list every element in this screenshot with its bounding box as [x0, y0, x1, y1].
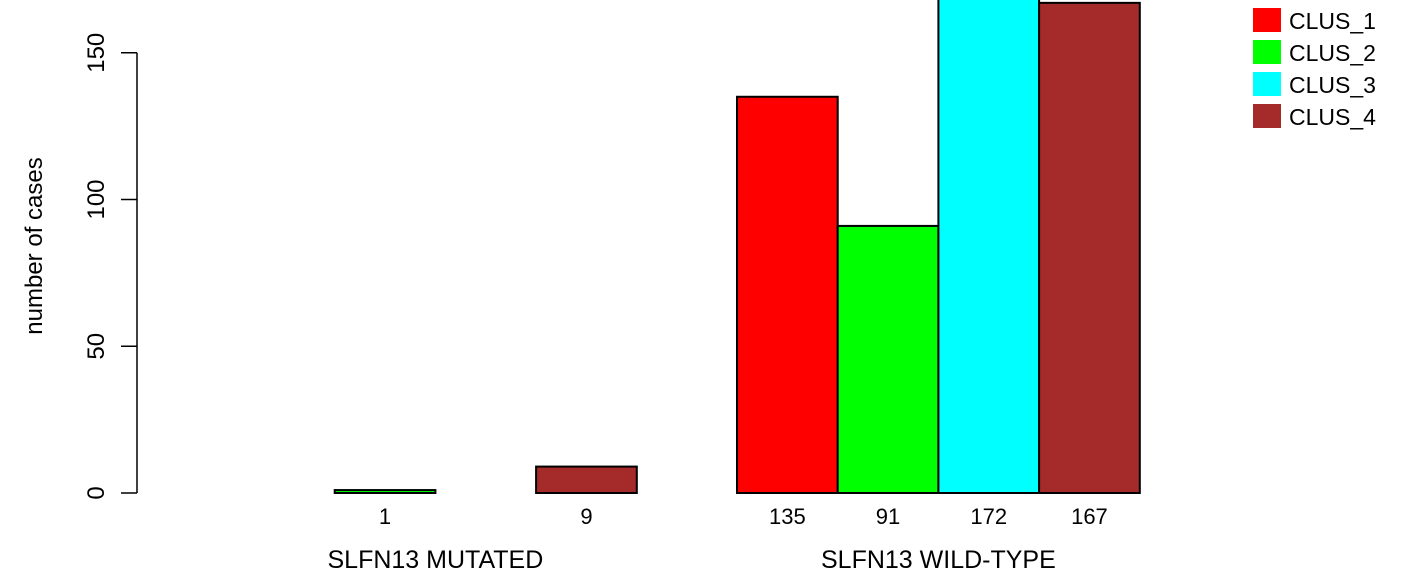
legend-label: CLUS_4	[1289, 104, 1376, 130]
group-label: SLFN13 WILD-TYPE	[821, 546, 1056, 574]
legend-swatch	[1253, 40, 1281, 64]
y-tick-label: 100	[83, 179, 110, 219]
bar-value-label: 172	[970, 504, 1007, 529]
legend-swatch	[1253, 104, 1281, 128]
legend-swatch	[1253, 72, 1281, 96]
group-labels: SLFN13 MUTATED SLFN13 WILD-TYPE	[328, 546, 1056, 574]
bar	[937, 0, 1041, 494]
y-axis-label: number of cases	[21, 157, 48, 334]
y-tick-label: 150	[83, 33, 110, 73]
bar	[535, 465, 638, 494]
bar	[333, 489, 437, 495]
bar-value-label: 1	[379, 504, 391, 529]
bar-value-label: 9	[580, 504, 592, 529]
y-tick-label: 0	[83, 486, 110, 499]
bars	[333, 0, 1141, 495]
y-tick-label: 50	[83, 333, 110, 360]
legend-label: CLUS_2	[1289, 40, 1376, 66]
group-label: SLFN13 MUTATED	[328, 546, 544, 574]
bar	[836, 224, 940, 494]
bar-value-label: 91	[876, 504, 900, 529]
y-axis: 0 50 100 150	[83, 33, 138, 500]
value-labels: 1 9 135 91 172 167	[379, 504, 1108, 529]
legend-label: CLUS_3	[1289, 72, 1376, 98]
bar-value-label: 167	[1071, 504, 1108, 529]
legend-label: CLUS_1	[1289, 8, 1376, 34]
legend: CLUS_1 CLUS_2 CLUS_3 CLUS_4	[1253, 8, 1376, 130]
bar	[736, 95, 839, 495]
bar-value-label: 135	[769, 504, 806, 529]
bar	[1038, 1, 1141, 494]
legend-swatch	[1253, 8, 1281, 32]
